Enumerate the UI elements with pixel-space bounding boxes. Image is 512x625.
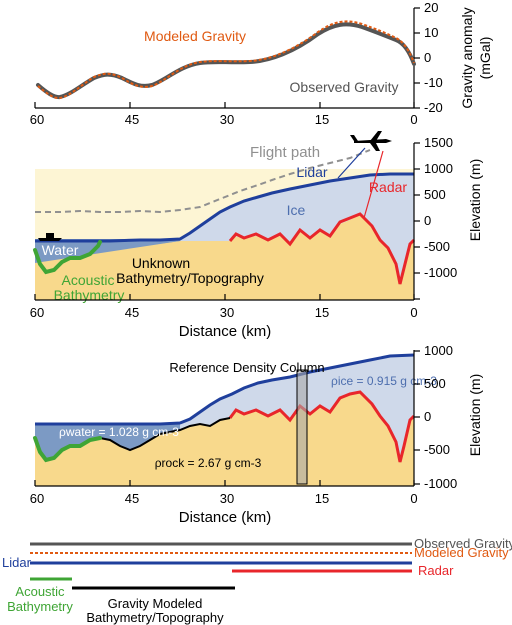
observed-gravity-legend-label: Observed Gravity (414, 536, 512, 551)
panel-c-x-tick-label: 0 (410, 491, 417, 506)
panel-a-y-tick-label: -10 (424, 75, 443, 90)
reference-density-column (296, 369, 308, 485)
panel-b-y-tick-label: 1000 (424, 161, 453, 176)
panel-a-x-ticks (34, 102, 415, 108)
radar-label: Radar (369, 179, 407, 195)
panel-b-x-tick-label: 30 (220, 305, 234, 320)
panel-c-acoustic-line (33, 436, 102, 463)
panel-a-y-tick-label: 20 (424, 0, 438, 15)
radar-pointer (363, 150, 384, 219)
panel-a-y-tick-label: -20 (424, 100, 443, 115)
panel-b-x-tick-label: 45 (125, 305, 139, 320)
reference-density-label: Reference Density Column (169, 360, 324, 375)
modeled-gravity-label: Modeled Gravity (144, 28, 246, 44)
panel-b-y-tick-label: 500 (424, 187, 446, 202)
panel-b-y-ticks (414, 142, 420, 300)
panel-c-x-tick-label: 15 (315, 491, 329, 506)
lidar-line (35, 172, 414, 243)
lidar-pointer (337, 147, 366, 179)
radar-legend-label: Radar (418, 563, 454, 578)
unknown-label: Unknown (132, 255, 190, 271)
panel-b-y-tick-label: -500 (424, 239, 450, 254)
flight-path-label: Flight path (250, 144, 320, 161)
panel-b-y-tick-label: -1000 (424, 265, 457, 280)
modeled-gravity-curve (37, 20, 415, 100)
panel-density-model: Reference Density Column ρice = 0.915 g … (30, 343, 483, 526)
gravity-model-legend-label: Bathymetry/Topography (86, 610, 224, 625)
acoustic-label: Acoustic (62, 272, 115, 288)
rho-rock-label: ρrock = 2.67 g cm-3 (155, 456, 262, 470)
panel-c-rock-fill (35, 392, 414, 486)
panel-cross-section-unknown: Flight path Lidar Radar Ice Water Acoust… (30, 131, 483, 340)
panel-b-y-tick-label: 1500 (424, 135, 453, 150)
panel-a-y-ticks (414, 7, 420, 109)
panel-c-x-tick-label: 60 (30, 491, 44, 506)
acoustic-bathymetry-line (33, 240, 102, 275)
panel-b-y-tick-label: 0 (424, 213, 431, 228)
panel-b-y-axis-label: Elevation (m) (467, 159, 483, 241)
panel-c-bedrock-line (99, 417, 231, 452)
airplane-icon (350, 131, 392, 151)
modeled-gravity-legend-label: Modeled Gravity (414, 545, 509, 560)
panel-c-y-ticks (414, 350, 420, 485)
panel-b-x-axis-label: Distance (km) (179, 323, 272, 340)
acoustic-label: Bathymetry (54, 287, 125, 303)
panel-a-x-tick-label: 0 (410, 112, 417, 127)
panel-b-x-tick-label: 0 (410, 305, 417, 320)
unknown-label: Bathymetry/Topography (116, 270, 264, 286)
observed-gravity-label: Observed Gravity (290, 79, 399, 95)
panel-c-y-tick-label: 500 (424, 376, 446, 391)
rho-water-label: ρwater = 1.028 g cm-3 (59, 425, 179, 439)
panel-a-x-tick-label: 30 (220, 112, 234, 127)
boat-icon (38, 233, 62, 241)
water-label: Water (42, 242, 79, 258)
panel-a-y-axis-label: Gravity anomaly (459, 7, 475, 108)
flight-path-line (35, 149, 371, 214)
panel-b-rock-fill (35, 212, 414, 300)
gravity-model-legend-label: Gravity Modeled (108, 596, 203, 611)
lidar-legend-label: Lidar (2, 555, 32, 570)
panel-c-lidar-line (35, 353, 415, 426)
panel-a-x-tick-label: 45 (125, 112, 139, 127)
lidar-label: Lidar (296, 164, 327, 180)
panel-a-y-axis-unit: (mGal) (477, 37, 493, 80)
panel-c-x-tick-label: 30 (220, 491, 234, 506)
panel-a-y-tick-label: 10 (424, 25, 438, 40)
panel-b-x-ticks (34, 294, 415, 300)
panel-c-y-axis-label: Elevation (m) (467, 374, 483, 456)
panel-c-y-tick-label: -1000 (424, 476, 457, 491)
panel-c-y-tick-label: 0 (424, 409, 431, 424)
acoustic-legend-label: Acoustic (15, 584, 65, 599)
panel-b-x-tick-label: 15 (315, 305, 329, 320)
rho-ice-label: ρice = 0.915 g cm-3 (331, 374, 437, 388)
panel-gravity: 60 45 30 15 0 20 10 0 -10 -20 Gravity an… (30, 0, 493, 127)
panel-c-x-tick-label: 45 (125, 491, 139, 506)
radar-line (228, 212, 416, 285)
panel-a-x-tick-label: 15 (315, 112, 329, 127)
panel-c-water (35, 424, 180, 460)
panel-c-x-axis-label: Distance (km) (179, 509, 272, 526)
panel-a-y-tick-label: 0 (424, 50, 431, 65)
coverage-legend: Observed Gravity Modeled Gravity Lidar R… (2, 536, 512, 625)
panel-b-x-tick-label: 60 (30, 305, 44, 320)
panel-c-y-tick-label: 1000 (424, 343, 453, 358)
panel-a-x-tick-label: 60 (30, 112, 44, 127)
ice-label: Ice (287, 202, 306, 218)
panel-c-y-tick-label: -500 (424, 442, 450, 457)
acoustic-legend-label: Bathymetry (7, 599, 73, 614)
panel-c-x-ticks (34, 480, 415, 486)
panel-c-radar-line (228, 390, 416, 463)
panel-b-ice (180, 174, 414, 282)
